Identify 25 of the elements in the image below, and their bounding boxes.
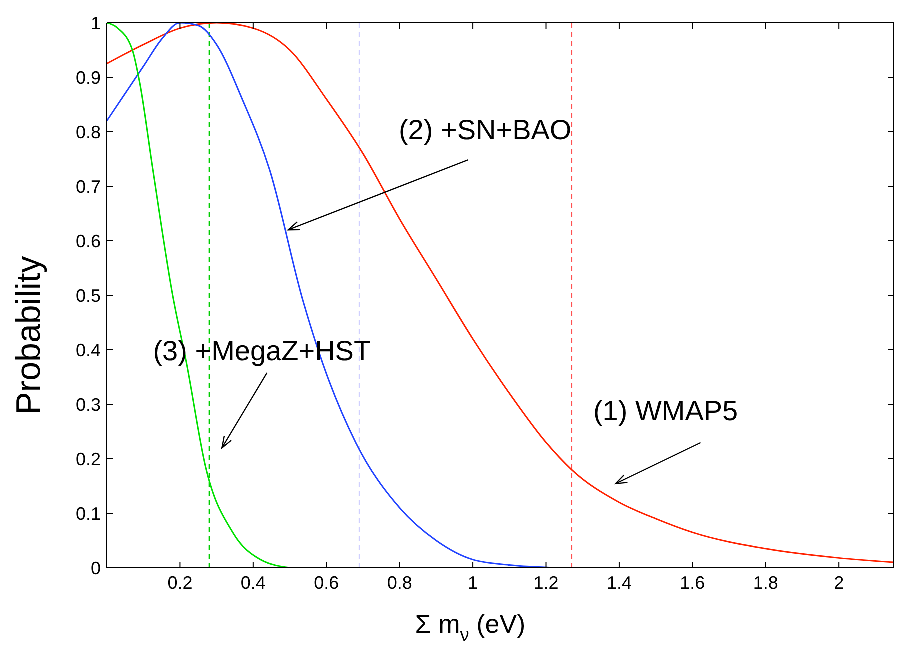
x-tick-label: 1.2 [534, 572, 559, 593]
x-tick-label: 2 [834, 572, 844, 593]
y-tick-label: 1 [90, 13, 101, 34]
y-tick-label: 0.5 [76, 286, 101, 306]
x-tick-label: 1.8 [753, 572, 778, 593]
x-tick-label: 0.4 [240, 572, 266, 593]
annotation: (2) +SN+BAO [398, 114, 572, 146]
x-tick-label: 0.8 [387, 572, 412, 593]
y-tick-label: 0.6 [76, 231, 101, 252]
y-tick-label: 0.1 [76, 504, 101, 524]
x-tick-label: 1 [468, 572, 478, 593]
y-tick-label: 0 [90, 558, 101, 578]
x-tick-label: 0.2 [168, 572, 193, 593]
x-axis-title: Σ m$_{ν}$ (eV) [415, 609, 526, 646]
x-tick-label: 1.6 [680, 572, 706, 593]
y-tick-label: 0.9 [76, 68, 101, 88]
annotation: (1) WMAP5 [593, 395, 738, 426]
x-tick-label: 0.6 [314, 572, 340, 593]
x-tick-label: 1.4 [606, 572, 632, 593]
y-tick-label: 0.3 [76, 394, 101, 415]
y-tick-label: 0.8 [76, 122, 101, 142]
y-tick-label: 0.2 [76, 449, 101, 470]
y-axis-title: Probability [10, 256, 48, 415]
y-tick-label: 0.4 [76, 340, 101, 360]
y-tick-label: 0.7 [76, 176, 101, 197]
